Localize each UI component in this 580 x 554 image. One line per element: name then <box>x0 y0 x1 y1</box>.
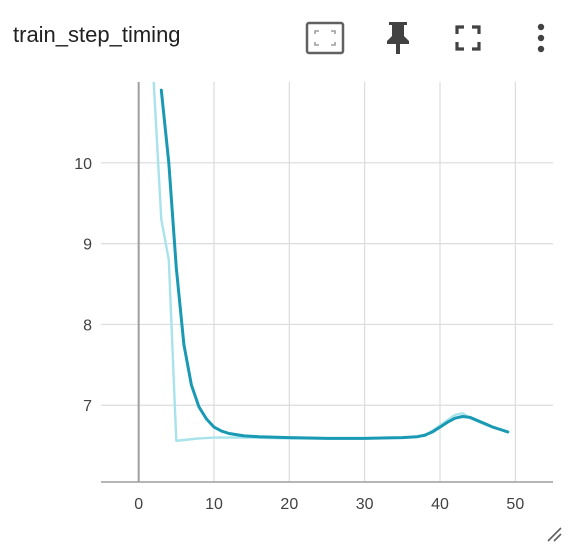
x-tick-label: 20 <box>280 496 298 513</box>
fullscreen-icon <box>455 25 481 51</box>
more-options-button[interactable] <box>521 18 561 58</box>
resize-handle[interactable] <box>546 526 562 542</box>
x-tick-label: 10 <box>205 496 223 513</box>
series <box>152 82 510 442</box>
crop-free-icon <box>305 21 345 55</box>
x-tick-label: 0 <box>134 496 143 513</box>
y-tick-label: 8 <box>83 317 92 334</box>
pin-icon <box>387 22 409 54</box>
axes <box>101 82 553 483</box>
fullscreen-button[interactable] <box>448 18 488 58</box>
x-tick-label: 40 <box>431 496 449 513</box>
pin-button[interactable] <box>378 18 418 58</box>
smoothed-series-line <box>159 88 510 440</box>
chart-title: train_step_timing <box>13 22 181 47</box>
tick-labels: 0 10 20 30 40 50 7 8 9 10 <box>74 156 524 513</box>
y-tick-label: 9 <box>83 237 92 254</box>
x-tick-label: 30 <box>356 496 374 513</box>
x-tick-label: 50 <box>506 496 524 513</box>
grid <box>101 82 553 482</box>
resize-icon <box>547 527 562 542</box>
y-tick-label: 10 <box>74 156 92 173</box>
data-selection-button[interactable] <box>305 18 345 58</box>
more-vert-icon <box>537 23 545 53</box>
raw-series-line <box>152 82 509 442</box>
y-tick-label: 7 <box>83 398 92 415</box>
